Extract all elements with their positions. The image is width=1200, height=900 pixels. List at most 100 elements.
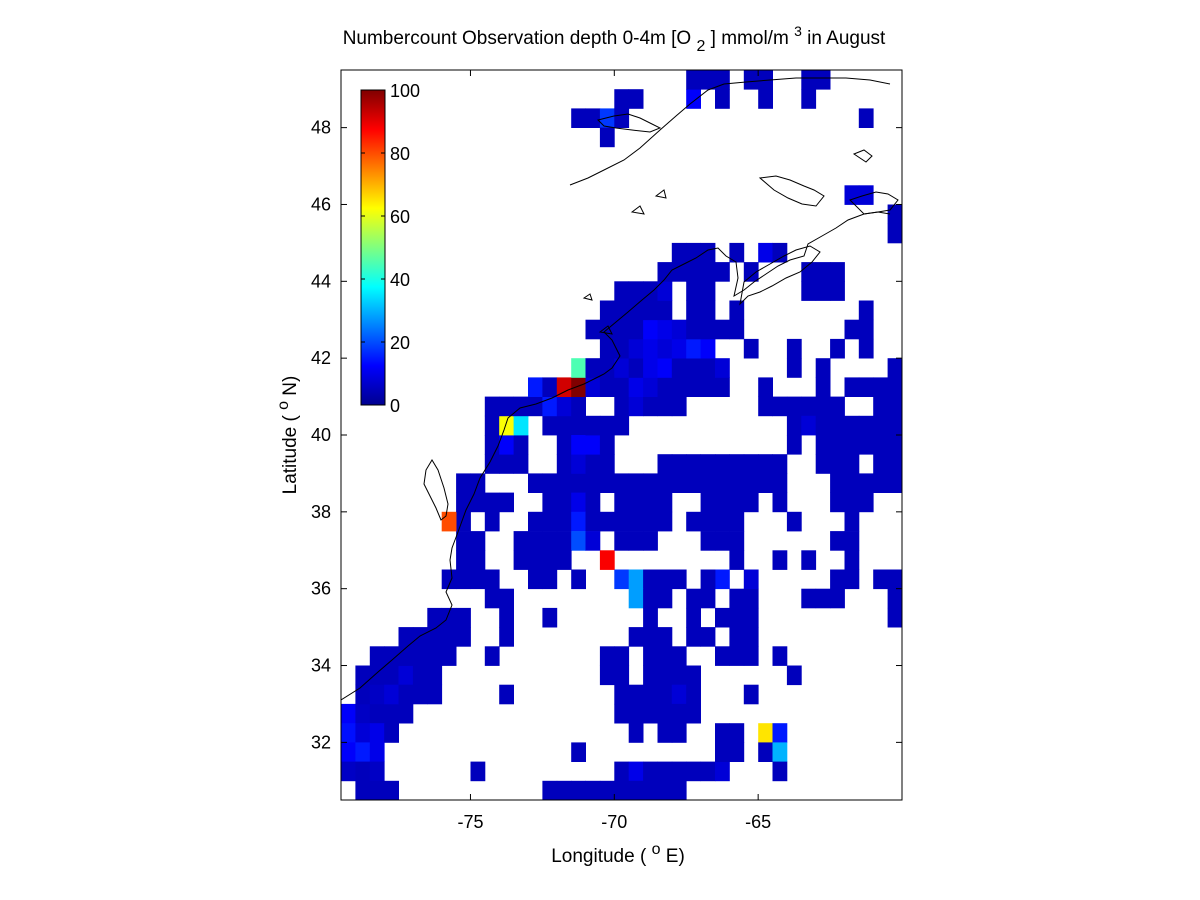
heatmap-cell	[484, 588, 500, 609]
y-tick-label: 48	[311, 118, 331, 138]
heatmap-cell	[887, 223, 902, 244]
heatmap-cell	[398, 665, 414, 686]
heatmap-cell	[657, 588, 673, 609]
heatmap-cell	[628, 780, 644, 800]
heatmap-cell	[556, 415, 572, 436]
heatmap-cell	[571, 377, 586, 397]
heatmap-cell	[758, 396, 773, 417]
heatmap-cell	[628, 358, 644, 378]
heatmap-cell	[571, 108, 586, 128]
heatmap-cell	[412, 665, 428, 686]
heatmap-cell	[671, 761, 687, 782]
heatmap-cell	[758, 473, 773, 493]
heatmap-cell	[614, 319, 630, 340]
heatmap-cell	[758, 89, 773, 109]
heatmap-cell	[585, 454, 601, 474]
heatmap-cell	[772, 396, 788, 417]
heatmap-cell	[456, 511, 471, 532]
heatmap-cell	[815, 454, 831, 474]
heatmap-cell	[729, 242, 745, 263]
heatmap-cell	[657, 358, 673, 378]
heatmap-cell	[441, 627, 457, 647]
y-axis-label-prefix: Latitude (	[280, 410, 301, 495]
heatmap-cell	[729, 473, 745, 493]
heatmap-cell	[743, 338, 759, 359]
heatmap-cell	[427, 607, 443, 628]
heatmap-cell	[844, 550, 860, 570]
heatmap-cell	[729, 723, 745, 743]
x-tick-label: -70	[601, 812, 627, 832]
heatmap-cell	[657, 454, 673, 474]
x-axis-label: Longitude ( o E)	[551, 838, 685, 867]
heatmap-cell	[513, 550, 529, 570]
heatmap-cell	[556, 492, 572, 513]
heatmap-cell	[355, 780, 371, 800]
heatmap-cell	[470, 761, 486, 782]
heatmap-cell	[628, 473, 644, 493]
heatmap-cell	[686, 607, 701, 628]
heatmap-cell	[470, 569, 486, 590]
x-axis: -75 -70 -65	[457, 70, 771, 832]
heatmap-cell	[657, 319, 673, 340]
heatmap-cell	[772, 550, 788, 570]
heatmap-cell	[657, 703, 673, 724]
heatmap-cell	[599, 511, 615, 532]
heatmap-cell	[801, 396, 817, 417]
heatmap-cell	[499, 492, 514, 513]
heatmap-cell	[715, 262, 730, 282]
heatmap-cell	[341, 761, 356, 782]
heatmap-cell	[599, 454, 615, 474]
heatmap-cell	[887, 377, 902, 397]
heatmap-cell	[412, 627, 428, 647]
heatmap-cell	[628, 281, 644, 301]
heatmap-cell	[743, 492, 759, 513]
heatmap-cell	[772, 742, 788, 762]
heatmap-cell	[643, 338, 658, 359]
heatmap-cell	[571, 454, 586, 474]
heatmap-cell	[887, 454, 902, 474]
heatmap-cell	[643, 780, 658, 800]
heatmap-cell	[499, 454, 514, 474]
heatmap-cell	[599, 415, 615, 436]
heatmap-cell	[844, 531, 860, 551]
heatmap-cell	[700, 531, 716, 551]
heatmap-cell	[456, 627, 471, 647]
heatmap-cell	[585, 492, 601, 513]
heatmap-cell	[844, 454, 860, 474]
heatmap-cell	[786, 435, 802, 455]
heatmap-cell	[729, 300, 745, 321]
heatmap-cell	[599, 435, 615, 455]
heatmap-cell	[844, 319, 860, 340]
heatmap-cell	[484, 454, 500, 474]
heatmap-cell	[887, 358, 902, 378]
heatmap-cell	[599, 358, 615, 378]
heatmap-cell	[398, 627, 414, 647]
heatmap-cell	[887, 396, 902, 417]
heatmap-cell	[700, 627, 716, 647]
heatmap-cell	[700, 262, 716, 282]
heatmap-cell	[599, 300, 615, 321]
heatmap-cell	[844, 377, 860, 397]
heatmap-cell	[643, 588, 658, 609]
heatmap-cell	[830, 569, 845, 590]
heatmap-cell	[729, 550, 745, 570]
heatmap-cell	[614, 511, 630, 532]
heatmap-cell	[887, 588, 902, 609]
heatmap-cell	[556, 511, 572, 532]
heatmap-cell	[456, 473, 471, 493]
heatmap-cell	[743, 607, 759, 628]
heatmap-cell	[743, 454, 759, 474]
heatmap-cell	[686, 281, 701, 301]
heatmap-cell	[772, 723, 788, 743]
heatmap-cell	[700, 319, 716, 340]
heatmap-cell	[772, 454, 788, 474]
heatmap-cell	[628, 89, 644, 109]
y-axis: 32 34 36 38 40 42 44 46 48	[311, 118, 902, 752]
heatmap-cell	[341, 723, 356, 743]
colorbar-tick-label: 40	[390, 270, 410, 290]
heatmap-cell	[599, 550, 615, 570]
heatmap-cell	[355, 723, 371, 743]
heatmap-cell	[499, 627, 514, 647]
heatmap-cell	[456, 607, 471, 628]
heatmap-cell	[470, 531, 486, 551]
